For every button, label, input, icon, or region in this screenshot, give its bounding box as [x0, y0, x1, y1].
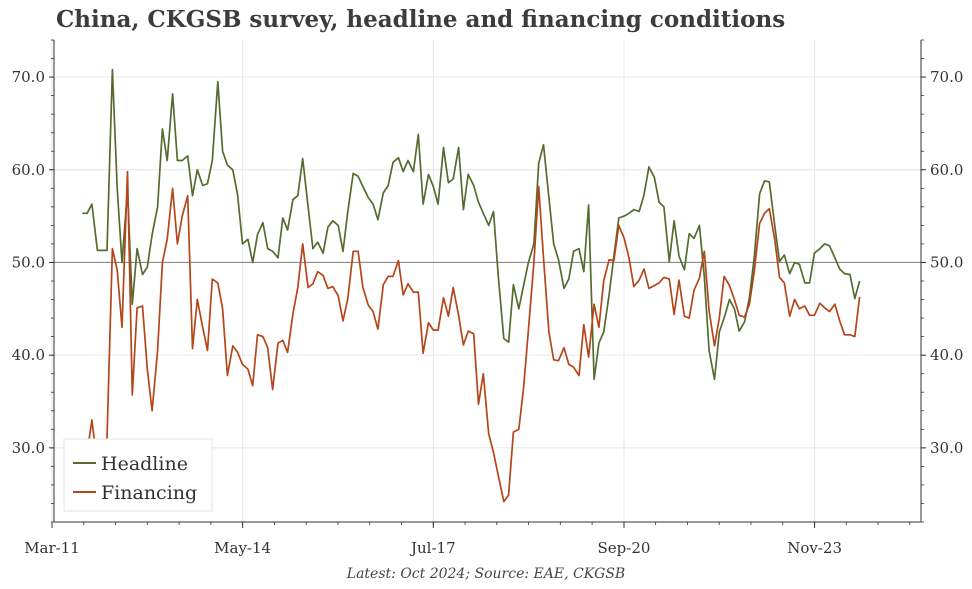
- ytick-label-right: 30.0: [930, 439, 963, 457]
- tick-labels: 30.0 30.0 40.0 40.0 50.0 50.0 60.0 60.0 70.0 70.0…: [12, 68, 964, 557]
- legend-label-headline: Headline: [101, 453, 188, 475]
- xtick-label: Mar-11: [24, 539, 80, 557]
- axes: [49, 39, 926, 528]
- xtick-label: May-14: [214, 539, 271, 557]
- ytick-label-left: 50.0: [12, 253, 45, 271]
- chart-title: China, CKGSB survey, headline and financ…: [56, 6, 786, 33]
- ytick-label-right: 40.0: [930, 346, 963, 364]
- ytick-label-right: 60.0: [930, 161, 963, 179]
- series-line-financing: [81, 170, 861, 503]
- ytick-label-right: 50.0: [930, 253, 963, 271]
- xtick-label: Sep-20: [598, 539, 651, 557]
- xtick-label: Nov-23: [787, 539, 842, 557]
- chart-caption: Latest: Oct 2024; Source: EAE, CKGSB: [346, 566, 626, 582]
- ytick-label-left: 70.0: [12, 68, 45, 86]
- xtick-label: Jul-17: [409, 539, 456, 557]
- ytick-label-left: 30.0: [12, 439, 45, 457]
- legend-box: [63, 438, 213, 512]
- ytick-label-right: 70.0: [930, 68, 963, 86]
- series-lines: [81, 68, 861, 503]
- ytick-label-left: 60.0: [12, 161, 45, 179]
- ytick-label-left: 40.0: [12, 346, 45, 364]
- legend-label-financing: Financing: [101, 482, 197, 504]
- legend: Headline Financing: [63, 438, 213, 512]
- series-line-headline: [82, 68, 861, 381]
